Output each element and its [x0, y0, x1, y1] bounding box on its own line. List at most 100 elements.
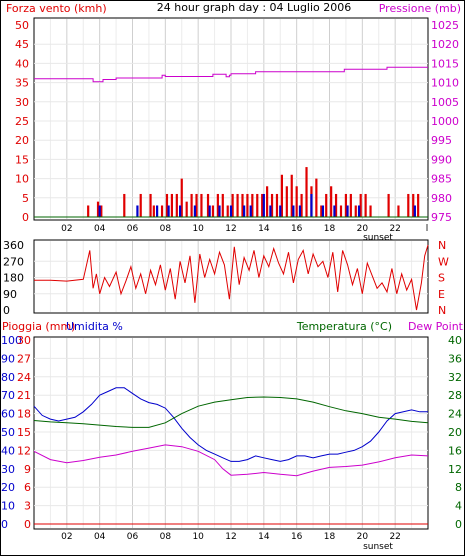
x-tick-label: 04: [94, 532, 106, 542]
x-tick-label: 04: [94, 224, 106, 234]
compass-tick-label: E: [438, 288, 445, 301]
temperature-y-tick-label: 32: [448, 371, 462, 384]
x-tick-label: 14: [258, 532, 270, 542]
humidity-y-tick-label: 10: [1, 500, 15, 513]
compass-tick-label: S: [438, 272, 445, 285]
wind-y-tick-label: 15: [15, 153, 29, 166]
humidity-axis-title: Umidita %: [66, 320, 123, 333]
x-tick-label: 22: [389, 532, 400, 542]
x-tick-label: 20: [357, 532, 369, 542]
wind-y-tick-label: 40: [15, 57, 29, 70]
temperature-y-tick-label: 24: [448, 408, 462, 421]
temperature-y-tick-label: 20: [448, 426, 462, 439]
wind-bars: [87, 167, 420, 217]
wind-y-tick-label: 45: [15, 38, 29, 51]
wind-grid: [34, 19, 428, 219]
humidity-y-tick-label: 90: [1, 352, 15, 365]
direction-y-tick-label: 360: [3, 239, 24, 252]
chart-title: 24 hour graph day : 04 Luglio 2006: [157, 1, 352, 14]
pressure-y-tick-label: 985: [431, 173, 452, 186]
x-tick-label: 08: [160, 532, 172, 542]
humidity-y-tick-label: 60: [1, 408, 15, 421]
x-tick-label: 02: [61, 532, 72, 542]
humidity-y-tick-label: 100: [1, 334, 22, 347]
x-tick-label: 20: [357, 224, 369, 234]
rain-y-tick-label: 9: [24, 463, 31, 476]
wind-x-ticks: 02 04 06 08 10 12 14 16 18 20 22: [61, 224, 401, 234]
pressure-y-tick-label: 980: [431, 192, 452, 205]
direction-line: [34, 244, 429, 311]
wind-y-tick-label: 5: [22, 192, 29, 205]
temperature-x-ticks: 02 04 06 08 10 12 14 16 18 20 22: [61, 532, 401, 542]
x-tick-label: 18: [324, 224, 336, 234]
compass-tick-label: W: [438, 255, 449, 268]
pressure-line: [34, 66, 428, 218]
pressure-y-tick-label: 1005: [431, 96, 459, 109]
humidity-y-tick-label: 70: [1, 389, 15, 402]
wind-y-tick-label: 20: [15, 134, 29, 147]
x-tick-label: 12: [225, 224, 236, 234]
temperature-y-tick-label: 40: [448, 334, 462, 347]
pressure-y-tick-label: 1015: [431, 57, 459, 70]
temperature-y-tick-label: 0: [455, 518, 462, 531]
x-tick-label: 10: [192, 532, 204, 542]
rain-y-tick-label: 15: [17, 426, 31, 439]
temperature-y-tick-label: 12: [448, 463, 462, 476]
x-tick-label: 12: [225, 532, 236, 542]
temperature-y-tick-label: 28: [448, 389, 462, 402]
x-tick-label: 02: [61, 224, 72, 234]
humidity-y-tick-label: 40: [1, 444, 15, 457]
pressure-y-ticks: 1025 1020 1015 1010 1005 1000 995 990 985 980 975: [431, 19, 459, 224]
temperature-grid: [34, 338, 428, 528]
x-tick-label: 06: [127, 532, 139, 542]
humidity-y-tick-label: 80: [1, 371, 15, 384]
end-label-1: l: [426, 224, 429, 234]
temp-series-line: [33, 444, 429, 477]
x-tick-label: 18: [324, 532, 336, 542]
x-tick-label: 06: [127, 224, 139, 234]
direction-y-tick-label: 90: [3, 288, 17, 301]
wind-y-tick-label: 35: [15, 77, 29, 90]
wind-y-tick-label: 30: [15, 96, 29, 109]
x-tick-label: 22: [389, 224, 400, 234]
x-tick-label: 08: [160, 224, 172, 234]
direction-y-tick-label: 180: [3, 272, 24, 285]
temperature-axis-title: Temperatura (°C): [296, 320, 392, 333]
rain-y-tick-label: 3: [24, 500, 31, 513]
humidity-y-tick-label: 30: [1, 463, 15, 476]
compass-tick-label: N: [438, 239, 446, 252]
direction-series-line: [34, 244, 429, 311]
humidity-y-tick-label: 20: [1, 481, 15, 494]
direction-y-ticks: 360 270 180 90 0: [3, 239, 24, 317]
wind-axis-title: Forza vento (kmh): [6, 2, 107, 15]
temperature-y-tick-label: 8: [455, 481, 462, 494]
rain-y-tick-label: 30: [17, 334, 31, 347]
temperature-y-tick-label: 16: [448, 444, 462, 457]
humidity-y-tick-label: 50: [1, 426, 15, 439]
temperature-y-tick-label: 4: [455, 500, 462, 513]
x-tick-label: 16: [291, 532, 303, 542]
wind-y-tick-label: 10: [15, 173, 29, 186]
temp-series-line: [33, 396, 429, 428]
rain-y-tick-label: 27: [17, 352, 31, 365]
wind-y-tick-label: 25: [15, 115, 29, 128]
dewpoint-axis-title: Dew Point: [408, 320, 464, 333]
pressure-y-tick-label: 1000: [431, 115, 459, 128]
direction-y-tick-label: 270: [3, 255, 24, 268]
pressure-y-tick-label: 975: [431, 211, 452, 224]
rain-y-tick-label: 6: [24, 481, 31, 494]
pressure-y-tick-label: 990: [431, 153, 452, 166]
rain-y-tick-label: 0: [24, 518, 31, 531]
rain-y-tick-label: 24: [17, 371, 31, 384]
x-tick-label: 16: [291, 224, 303, 234]
rain-y-tick-label: 12: [17, 444, 31, 457]
direction-y-tick-label: 0: [3, 304, 10, 317]
sunset-label-1: sunset: [363, 233, 393, 243]
rain-y-tick-label: 21: [17, 389, 31, 402]
